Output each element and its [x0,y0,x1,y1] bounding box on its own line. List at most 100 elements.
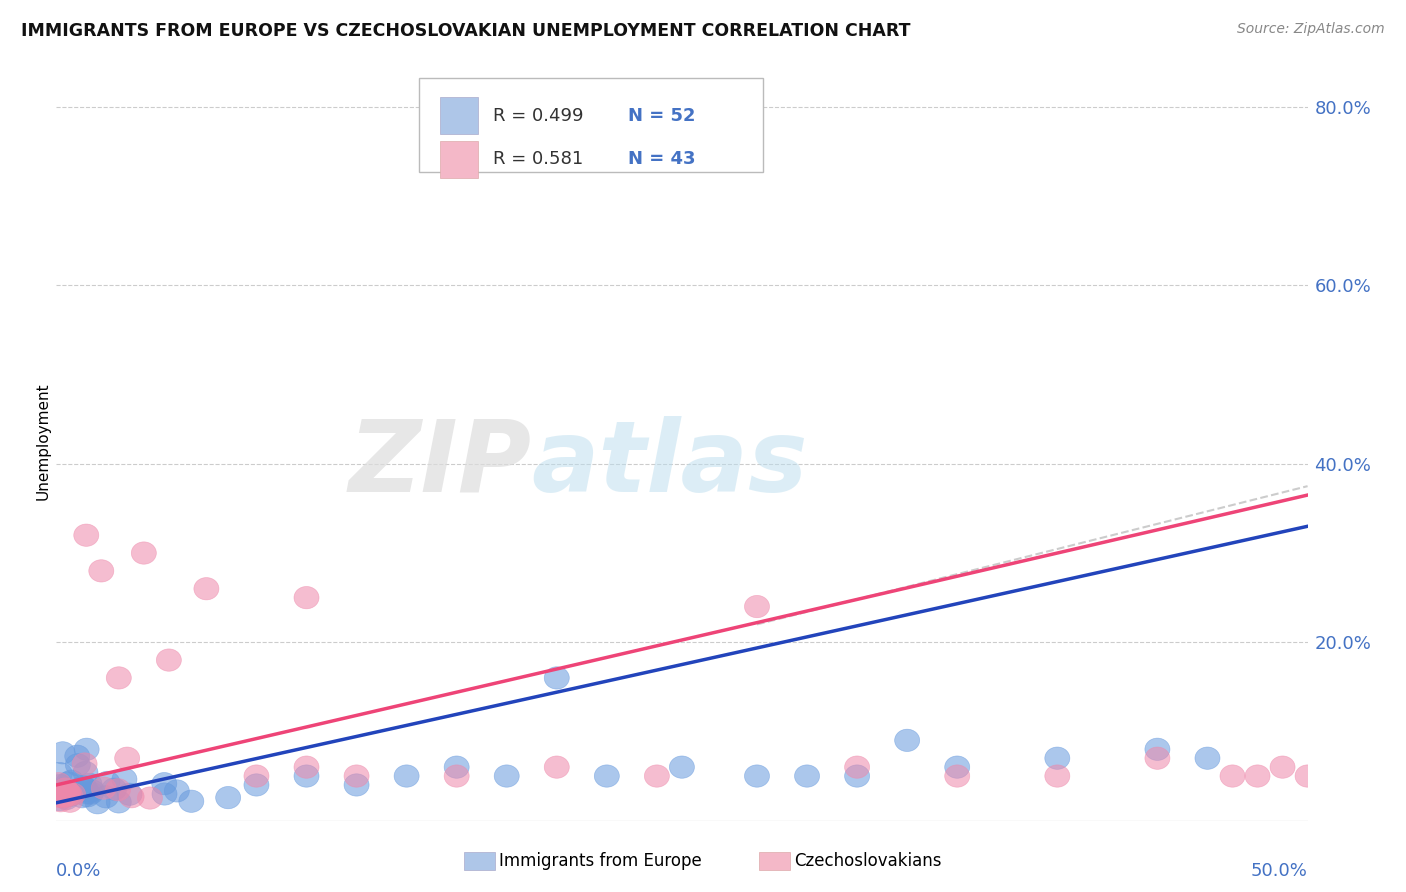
Ellipse shape [1144,739,1170,760]
Ellipse shape [294,587,319,608]
Ellipse shape [53,788,79,810]
Text: R = 0.499: R = 0.499 [494,106,583,125]
Ellipse shape [1144,747,1170,769]
Ellipse shape [294,756,319,778]
Ellipse shape [58,783,83,805]
Ellipse shape [595,765,620,788]
Ellipse shape [105,779,131,801]
Ellipse shape [46,774,72,797]
Ellipse shape [70,775,96,797]
Ellipse shape [669,756,695,778]
Ellipse shape [444,756,470,778]
Text: R = 0.581: R = 0.581 [494,151,583,169]
Y-axis label: Unemployment: Unemployment [35,383,51,500]
Ellipse shape [444,765,470,788]
Ellipse shape [245,765,269,788]
Ellipse shape [495,765,519,788]
Ellipse shape [117,783,142,805]
Ellipse shape [165,780,190,802]
Ellipse shape [51,786,76,808]
Ellipse shape [46,783,72,805]
Text: Source: ZipAtlas.com: Source: ZipAtlas.com [1237,22,1385,37]
Bar [440,96,478,135]
Ellipse shape [52,778,77,800]
Ellipse shape [79,782,104,805]
Ellipse shape [48,789,73,812]
Ellipse shape [65,754,90,776]
Ellipse shape [745,765,769,788]
Ellipse shape [544,667,569,689]
Ellipse shape [1045,765,1070,788]
Ellipse shape [58,790,83,813]
Ellipse shape [845,765,870,788]
Ellipse shape [65,745,90,767]
Ellipse shape [46,785,72,807]
Ellipse shape [344,765,370,788]
Ellipse shape [745,596,769,617]
Ellipse shape [55,772,80,794]
Text: 0.0%: 0.0% [56,863,101,880]
Text: N = 43: N = 43 [628,151,696,169]
Ellipse shape [1246,765,1270,788]
Ellipse shape [245,774,269,797]
Ellipse shape [152,783,177,805]
Ellipse shape [1045,747,1070,769]
Ellipse shape [55,781,80,804]
Ellipse shape [55,782,80,805]
Ellipse shape [89,560,114,582]
Bar [440,141,478,178]
Ellipse shape [46,789,72,811]
Ellipse shape [194,578,219,599]
Ellipse shape [65,781,89,804]
Ellipse shape [644,765,669,788]
Ellipse shape [70,786,94,808]
FancyBboxPatch shape [419,78,763,172]
Ellipse shape [77,773,103,796]
Ellipse shape [156,649,181,672]
Ellipse shape [56,782,82,805]
Ellipse shape [1220,765,1246,788]
Ellipse shape [107,667,131,689]
Ellipse shape [215,787,240,809]
Ellipse shape [48,763,72,785]
Ellipse shape [894,730,920,751]
Ellipse shape [1195,747,1220,769]
Ellipse shape [945,765,970,788]
Text: atlas: atlas [531,416,808,513]
Text: ZIP: ZIP [349,416,531,513]
Ellipse shape [46,772,72,795]
Text: IMMIGRANTS FROM EUROPE VS CZECHOSLOVAKIAN UNEMPLOYMENT CORRELATION CHART: IMMIGRANTS FROM EUROPE VS CZECHOSLOVAKIA… [21,22,911,40]
Ellipse shape [1270,756,1295,778]
Ellipse shape [75,785,100,807]
Ellipse shape [115,747,139,769]
Ellipse shape [945,756,970,778]
Ellipse shape [120,786,145,808]
Ellipse shape [46,785,72,807]
Text: Czechoslovakians: Czechoslovakians [794,852,942,870]
Ellipse shape [152,772,177,795]
Ellipse shape [51,741,75,764]
Ellipse shape [51,784,76,806]
Ellipse shape [86,791,110,814]
Text: N = 52: N = 52 [628,106,696,125]
Text: Immigrants from Europe: Immigrants from Europe [499,852,702,870]
Ellipse shape [75,739,100,760]
Ellipse shape [794,765,820,788]
Ellipse shape [72,753,97,775]
Ellipse shape [52,785,77,807]
Text: 50.0%: 50.0% [1251,863,1308,880]
Ellipse shape [179,790,204,813]
Ellipse shape [101,778,127,800]
Ellipse shape [294,765,319,788]
Ellipse shape [55,781,80,804]
Ellipse shape [73,762,98,784]
Ellipse shape [544,756,569,778]
Ellipse shape [94,786,118,808]
Ellipse shape [58,784,83,806]
Ellipse shape [80,780,104,802]
Ellipse shape [344,774,370,797]
Ellipse shape [60,783,86,805]
Ellipse shape [91,777,117,799]
Ellipse shape [1295,765,1320,788]
Ellipse shape [138,787,163,809]
